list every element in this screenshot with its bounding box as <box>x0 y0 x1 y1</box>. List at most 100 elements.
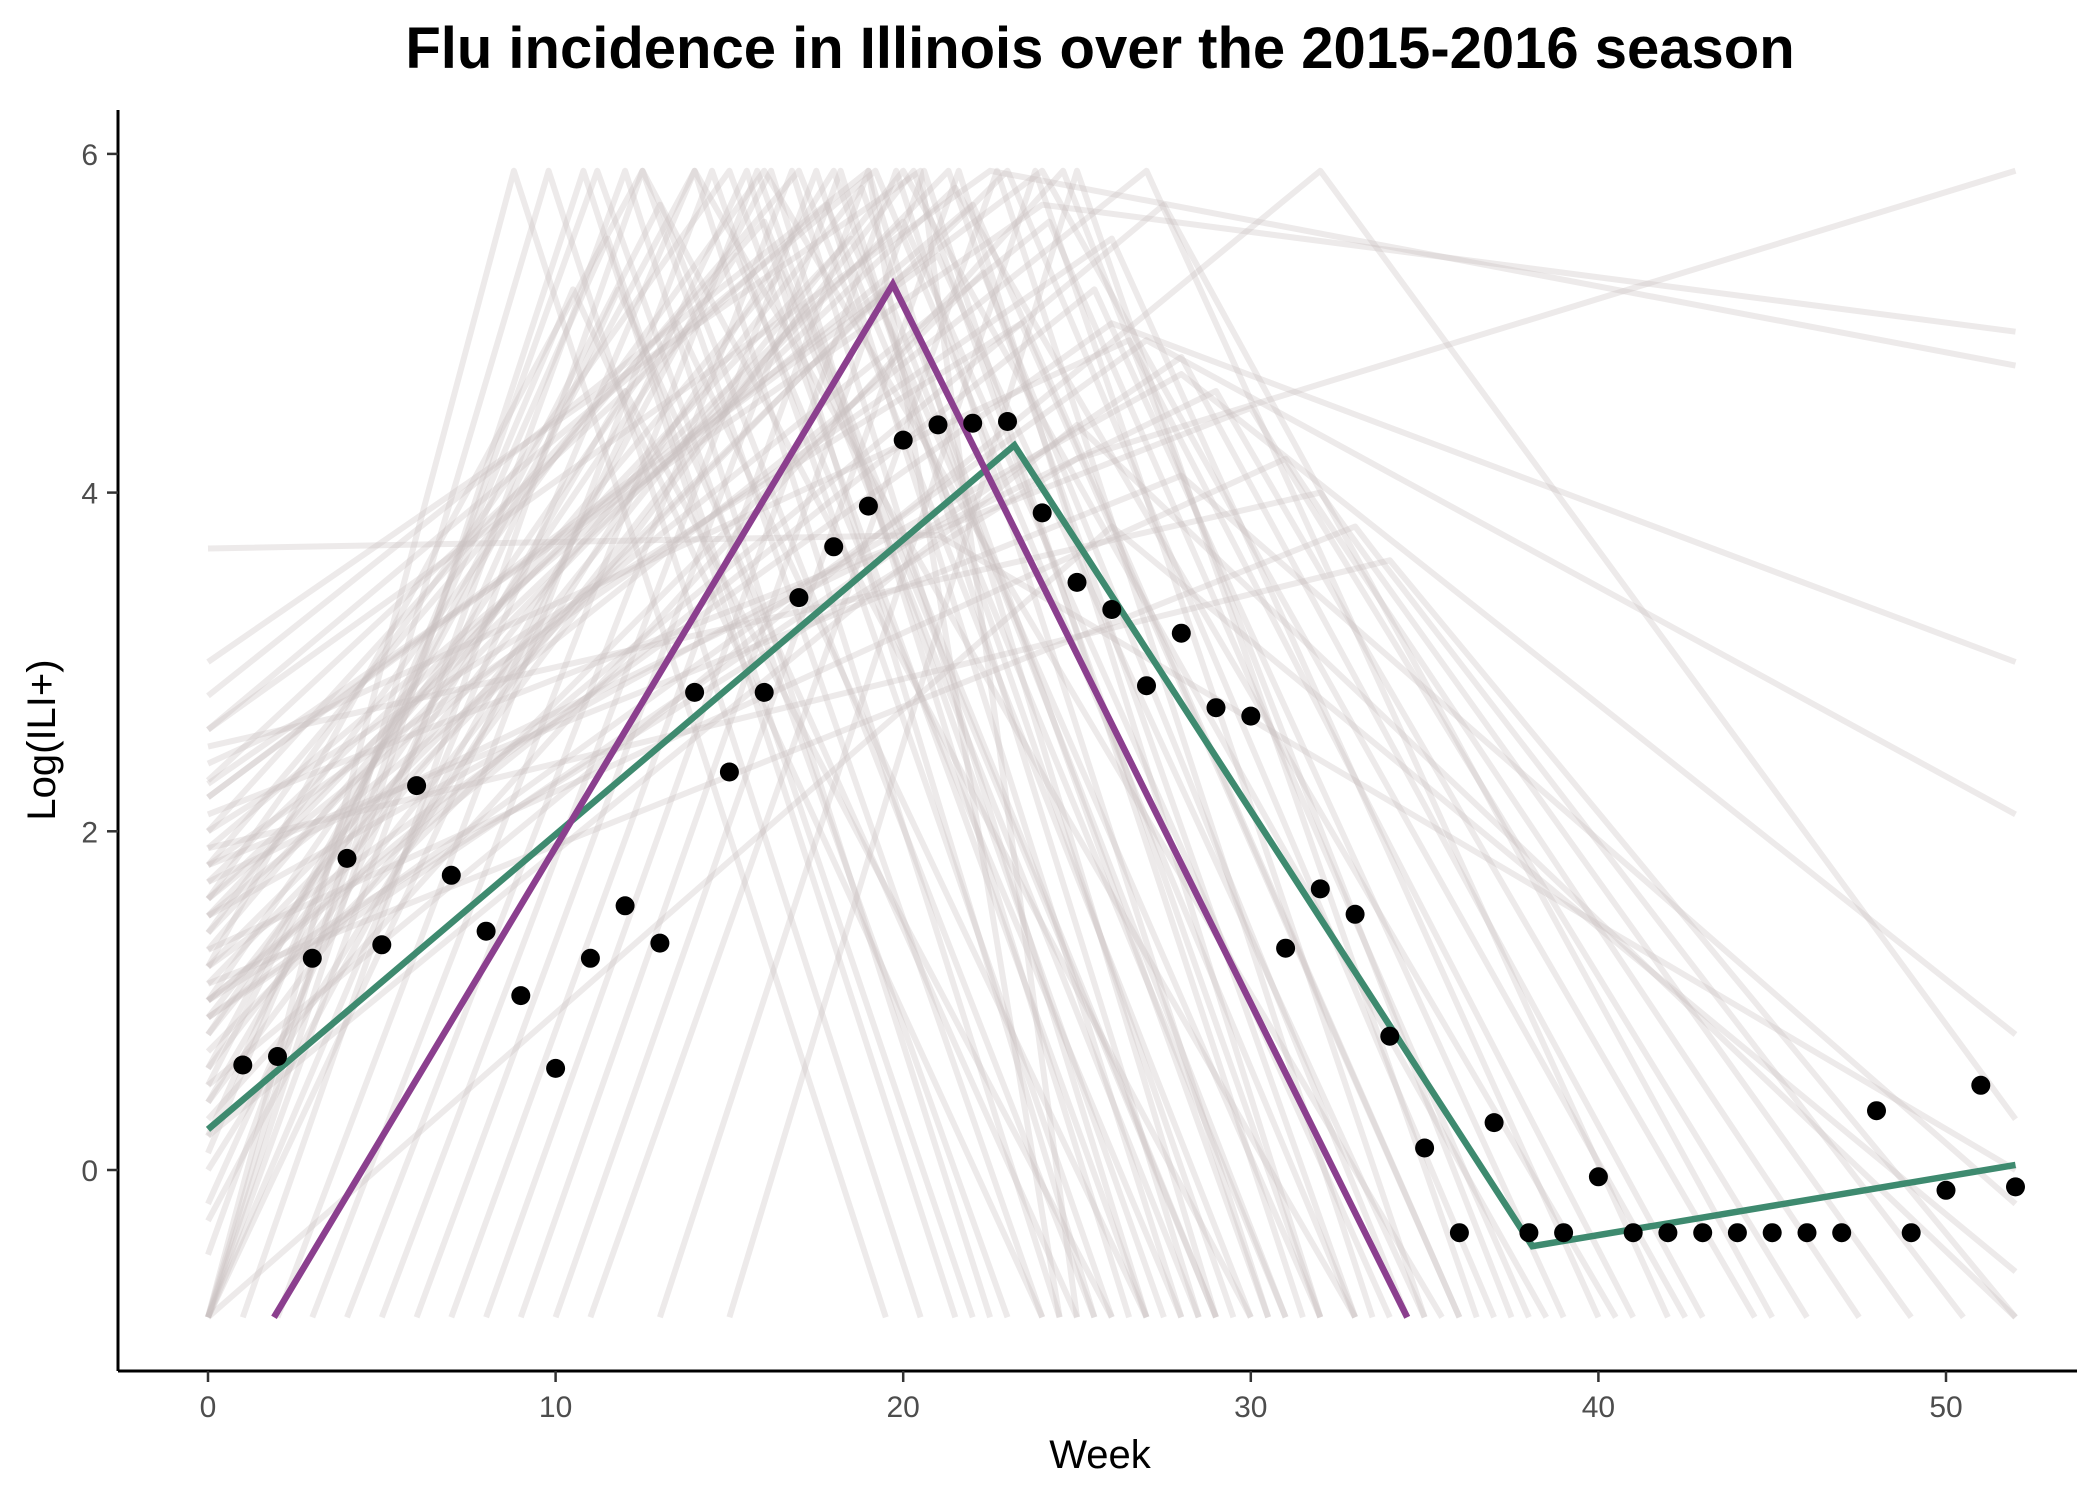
sample-curve <box>206 523 2018 1320</box>
data-point <box>824 537 844 557</box>
data-point <box>1797 1223 1817 1243</box>
sample-curve <box>206 167 2017 1004</box>
sample-curve <box>205 286 1080 1319</box>
data-point <box>2006 1177 2025 1197</box>
data-point <box>963 413 983 433</box>
sample-curve <box>206 455 1862 1319</box>
data-point <box>1971 1075 1991 1095</box>
sample-curve <box>206 320 1463 1319</box>
ticks: 0 10 20 30 40 50 0 2 4 6 <box>81 139 1962 1424</box>
data-point <box>302 948 322 968</box>
data-point <box>1727 1223 1747 1243</box>
data-point <box>685 682 705 702</box>
data-point <box>928 415 948 435</box>
y-tick-label: 6 <box>81 139 98 172</box>
sample-curve <box>205 167 1324 1319</box>
chart-title: Flu incidence in Illinois over the 2015-… <box>405 16 1794 81</box>
data-point <box>1276 938 1296 958</box>
data-point <box>650 933 670 953</box>
data-point <box>998 412 1017 431</box>
data-point <box>1380 1026 1400 1046</box>
sample-curve <box>205 252 1185 1319</box>
data-point <box>719 762 739 782</box>
sample-curve <box>206 286 1567 1319</box>
sample-curve <box>206 167 1063 1318</box>
data-point <box>233 1055 253 1075</box>
sample-curve <box>206 354 1706 1319</box>
data-point <box>1867 1101 1886 1121</box>
data-point <box>1241 706 1261 726</box>
data-point <box>1658 1223 1678 1243</box>
data-point <box>1832 1223 1852 1243</box>
data-point <box>1484 1113 1504 1133</box>
series-line <box>205 440 2017 1250</box>
sample-curve <box>205 286 1289 1319</box>
series-layer <box>205 277 2017 1319</box>
x-tick-label: 40 <box>1582 1391 1615 1424</box>
data-point <box>476 921 496 941</box>
data-point <box>1137 676 1156 696</box>
data-point <box>1067 572 1087 592</box>
sample-curve <box>207 489 1914 1320</box>
sample-curve <box>206 167 1358 1319</box>
sample-curve <box>205 167 1098 1319</box>
sample-curve <box>448 167 1219 1319</box>
x-tick-label: 10 <box>539 1391 572 1424</box>
sample-curve <box>206 167 1688 1319</box>
axes <box>116 110 2077 1373</box>
sample-curve <box>239 167 1046 1319</box>
data-point <box>1693 1223 1713 1243</box>
data-point <box>372 935 392 955</box>
series-line <box>271 277 1411 1319</box>
data-point <box>1415 1138 1435 1158</box>
data-point <box>789 588 809 608</box>
x-tick-label: 30 <box>1234 1391 1267 1424</box>
data-point <box>580 948 600 968</box>
sample-curve <box>483 167 1272 1319</box>
data-point <box>1588 1167 1608 1187</box>
data-point <box>546 1058 566 1078</box>
data-point <box>1519 1223 1539 1243</box>
data-point <box>1554 1223 1574 1243</box>
data-point <box>1623 1223 1643 1243</box>
data-point <box>337 848 357 868</box>
sample-curve <box>205 167 1254 1319</box>
data-point <box>1449 1223 1469 1243</box>
sample-curve <box>205 167 1358 1319</box>
y-tick-label: 4 <box>81 478 98 511</box>
sample-curve <box>587 167 1376 1319</box>
sample-curve <box>657 167 1428 1319</box>
sample-curve <box>205 303 1219 1319</box>
data-point <box>1901 1223 1921 1243</box>
data-point <box>893 430 913 450</box>
sample-curve <box>205 286 1045 1319</box>
sample-curve <box>205 167 1254 1319</box>
sample-curve <box>205 167 959 1319</box>
sample-curve <box>206 337 2017 1021</box>
sample-curve <box>206 404 1810 1319</box>
sample-curves-layer <box>205 167 2018 1320</box>
sample-curve <box>206 201 2016 787</box>
sample-curve <box>206 235 1602 1319</box>
sample-curve <box>205 167 924 1319</box>
sample-curve <box>206 167 1080 1318</box>
sample-curve <box>206 218 1532 1319</box>
sample-curve <box>207 531 2018 1173</box>
sample-curve <box>205 167 993 1319</box>
data-point <box>1310 879 1330 899</box>
data-point <box>268 1047 287 1066</box>
x-tick-label: 50 <box>1929 1391 1962 1424</box>
data-point <box>1936 1180 1956 1200</box>
data-point <box>1102 600 1122 619</box>
sample-curve <box>205 167 889 1319</box>
sample-curve <box>206 201 1463 1319</box>
data-point <box>1762 1223 1782 1243</box>
sample-curve <box>206 523 1966 1320</box>
sample-curve <box>205 184 1272 1319</box>
sample-curve <box>309 167 1167 1319</box>
sample-curve <box>205 235 1324 1319</box>
sample-curve <box>205 320 1150 1319</box>
sample-curve <box>274 167 1115 1319</box>
x-axis-label: Week <box>1049 1433 1152 1477</box>
